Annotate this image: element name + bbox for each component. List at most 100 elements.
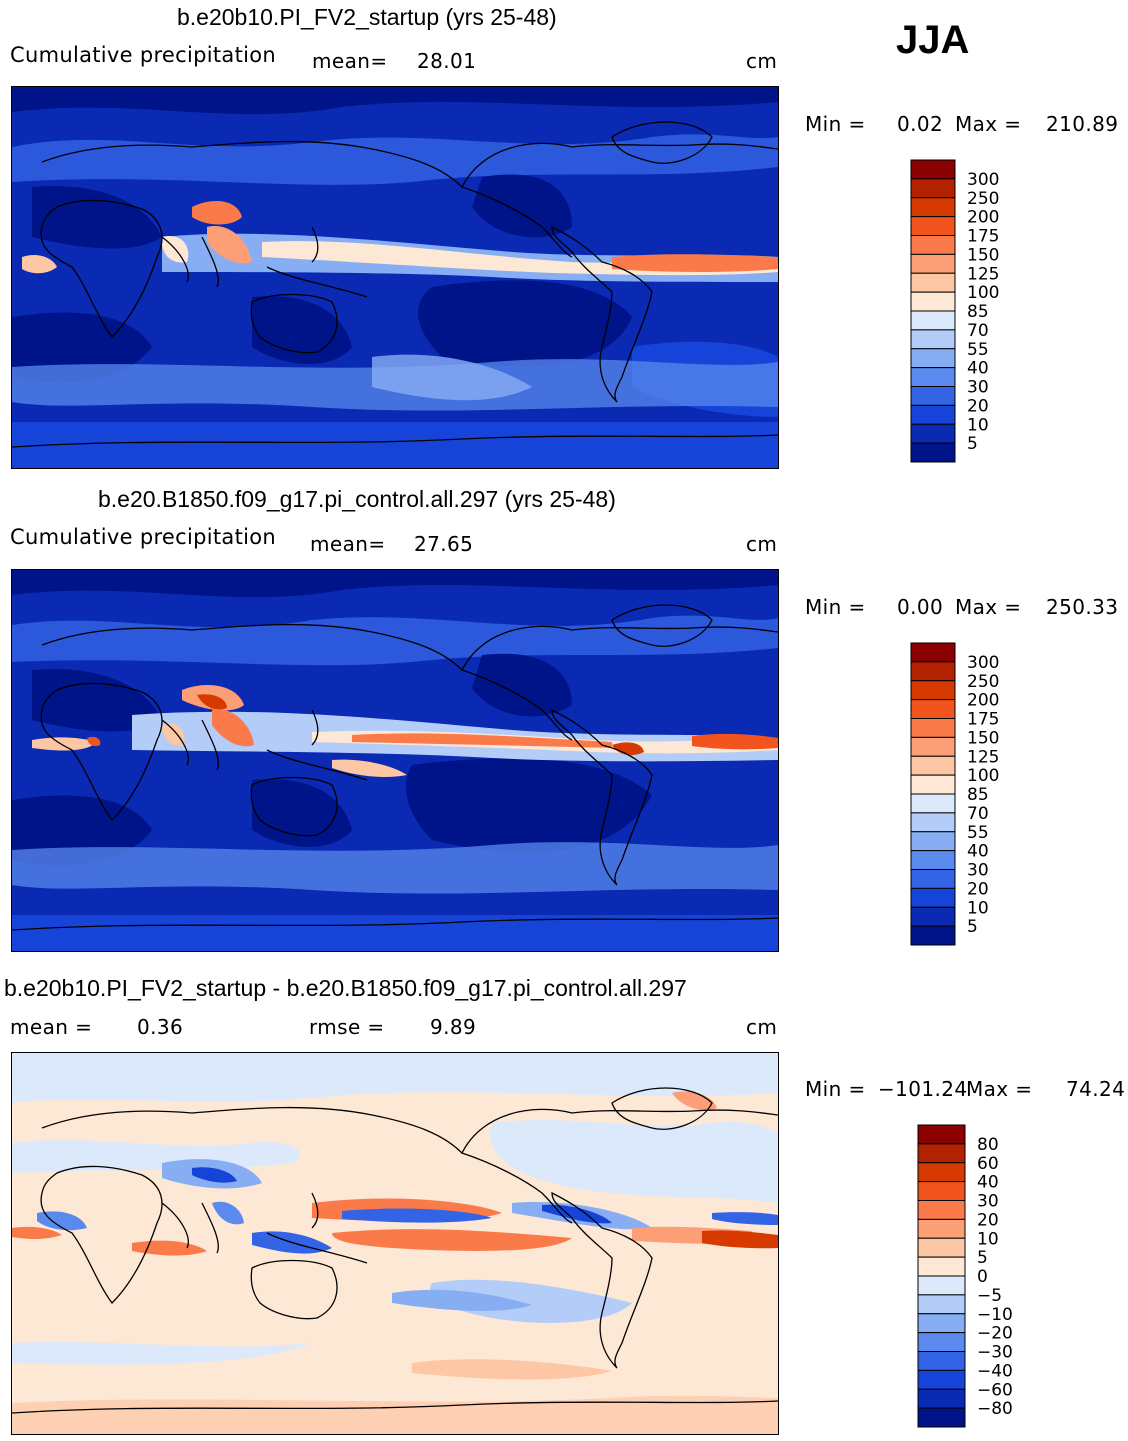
- panel-1-units: cm: [746, 49, 778, 73]
- panel-2-min-value: 0.00: [897, 595, 944, 619]
- colorbar-swatch: [910, 850, 956, 870]
- colorbar-tick-label: 100: [967, 283, 999, 303]
- colorbar-swatch: [910, 386, 956, 406]
- colorbar-swatch: [917, 1218, 966, 1239]
- panel-3-mean-label: mean =: [10, 1015, 93, 1039]
- colorbar-swatch: [917, 1124, 966, 1145]
- colorbar-tick-label: 150: [967, 728, 999, 748]
- colorbar-tick-label: 300: [967, 653, 999, 673]
- colorbar-swatch: [910, 736, 956, 757]
- colorbar-swatch: [917, 1162, 966, 1183]
- panel-3-min-label: Min =: [805, 1077, 866, 1101]
- colorbar-swatch: [910, 442, 956, 463]
- colorbar-tick-label: 5: [967, 434, 978, 454]
- colorbar-swatch: [917, 1143, 966, 1164]
- colorbar-swatch: [910, 310, 956, 331]
- colorbar-tick-label: 55: [967, 340, 989, 360]
- colorbar-tick-label: 0: [977, 1267, 988, 1287]
- colorbar-swatch: [917, 1351, 966, 1371]
- colorbar-swatch: [910, 272, 956, 293]
- panel-2-mean-value: 27.65: [414, 532, 474, 556]
- panel-2-max-label: Max =: [955, 595, 1022, 619]
- colorbar-swatch: [917, 1369, 966, 1390]
- panel-1-max-label: Max =: [955, 112, 1022, 136]
- colorbar-swatch: [910, 348, 956, 369]
- colorbar-swatch: [910, 906, 956, 927]
- colorbar-swatch: [910, 661, 956, 682]
- panel-2-units: cm: [746, 532, 778, 556]
- panel-1-min-label: Min =: [805, 112, 866, 136]
- colorbar-swatch: [917, 1237, 966, 1258]
- colorbar-tick-label: 250: [967, 189, 999, 209]
- colorbar-tick-label: 85: [967, 785, 989, 805]
- panel-2-title: b.e20.B1850.f09_g17.pi_control.all.297 (…: [98, 486, 616, 512]
- colorbar-swatch: [910, 642, 956, 663]
- colorbar-tick-label: −80: [977, 1399, 1013, 1419]
- colorbar-tick-label: −20: [977, 1324, 1013, 1344]
- colorbar-tick-label: 5: [967, 917, 978, 937]
- colorbar-swatch: [910, 178, 956, 199]
- colorbar-swatch: [910, 887, 956, 908]
- colorbar-tick-label: 200: [967, 691, 999, 711]
- colorbar-swatch: [910, 253, 956, 274]
- colorbar-swatch: [917, 1200, 966, 1220]
- colorbar-tick-label: 300: [967, 170, 999, 190]
- colorbar-swatch: [910, 755, 956, 776]
- colorbar-tick-label: 80: [977, 1135, 999, 1155]
- colorbar-swatch: [910, 812, 956, 833]
- season-label: JJA: [896, 18, 970, 62]
- colorbar-swatch: [910, 680, 956, 701]
- colorbar-tick-label: 55: [967, 823, 989, 843]
- colorbar-tick-label: 125: [967, 264, 999, 284]
- colorbar-tick-label: 40: [967, 842, 989, 862]
- colorbar-tick-label: 60: [977, 1154, 999, 1174]
- panel-1-variable-label: Cumulative precipitation: [10, 43, 277, 67]
- colorbar-tick-label: 40: [977, 1173, 999, 1193]
- colorbar-tick-label: 40: [967, 359, 989, 379]
- colorbar-swatch: [917, 1332, 966, 1352]
- panel-3-map: [11, 1052, 779, 1435]
- colorbar-tick-label: −60: [977, 1380, 1013, 1400]
- colorbar-swatch: [910, 235, 956, 255]
- colorbar-swatch: [910, 291, 956, 312]
- colorbar-swatch: [910, 774, 956, 795]
- panel-2-mean-label: mean=: [310, 532, 386, 556]
- colorbar-tick-label: 30: [977, 1192, 999, 1212]
- panel-3-mean-value: 0.36: [137, 1015, 184, 1039]
- colorbar-tick-label: 20: [977, 1210, 999, 1230]
- colorbar-swatch: [917, 1256, 966, 1277]
- colorbar-swatch: [917, 1181, 966, 1201]
- colorbar-tick-label: 150: [967, 245, 999, 265]
- panel-1-mean-value: 28.01: [417, 49, 477, 73]
- colorbar-tick-label: 10: [967, 898, 989, 918]
- colorbar-swatch: [917, 1275, 966, 1296]
- panel-1-min-value: 0.02: [897, 112, 944, 136]
- colorbar-tick-label: 20: [967, 396, 989, 416]
- panel-3-title: b.e20b10.PI_FV2_startup - b.e20.B1850.f0…: [4, 975, 687, 1001]
- colorbar-swatch: [910, 423, 956, 444]
- colorbar-tick-label: 10: [967, 415, 989, 435]
- panel-2-map: [11, 569, 779, 952]
- panel-3-max-label: Max =: [966, 1077, 1033, 1101]
- panel-3-min-value: −101.24: [878, 1077, 968, 1101]
- colorbar-swatch: [910, 197, 956, 218]
- panel-1-map: [11, 86, 779, 469]
- panel-1-mean-label: mean=: [312, 49, 388, 73]
- colorbar-tick-label: 5: [977, 1248, 988, 1268]
- colorbar-swatch: [910, 699, 956, 719]
- colorbar-tick-label: 85: [967, 302, 989, 322]
- panel-2-variable-label: Cumulative precipitation: [10, 525, 277, 549]
- colorbar-swatch: [910, 159, 956, 180]
- colorbar-tick-label: −5: [977, 1286, 1002, 1306]
- panel-1-precip-field: [12, 87, 778, 468]
- colorbar-tick-label: 20: [967, 879, 989, 899]
- colorbar-swatch: [910, 216, 956, 236]
- colorbar-tick-label: 30: [967, 378, 989, 398]
- colorbar-swatch: [917, 1294, 966, 1315]
- panel-1-title: b.e20b10.PI_FV2_startup (yrs 25-48): [177, 4, 557, 30]
- panel-3-units: cm: [746, 1015, 778, 1039]
